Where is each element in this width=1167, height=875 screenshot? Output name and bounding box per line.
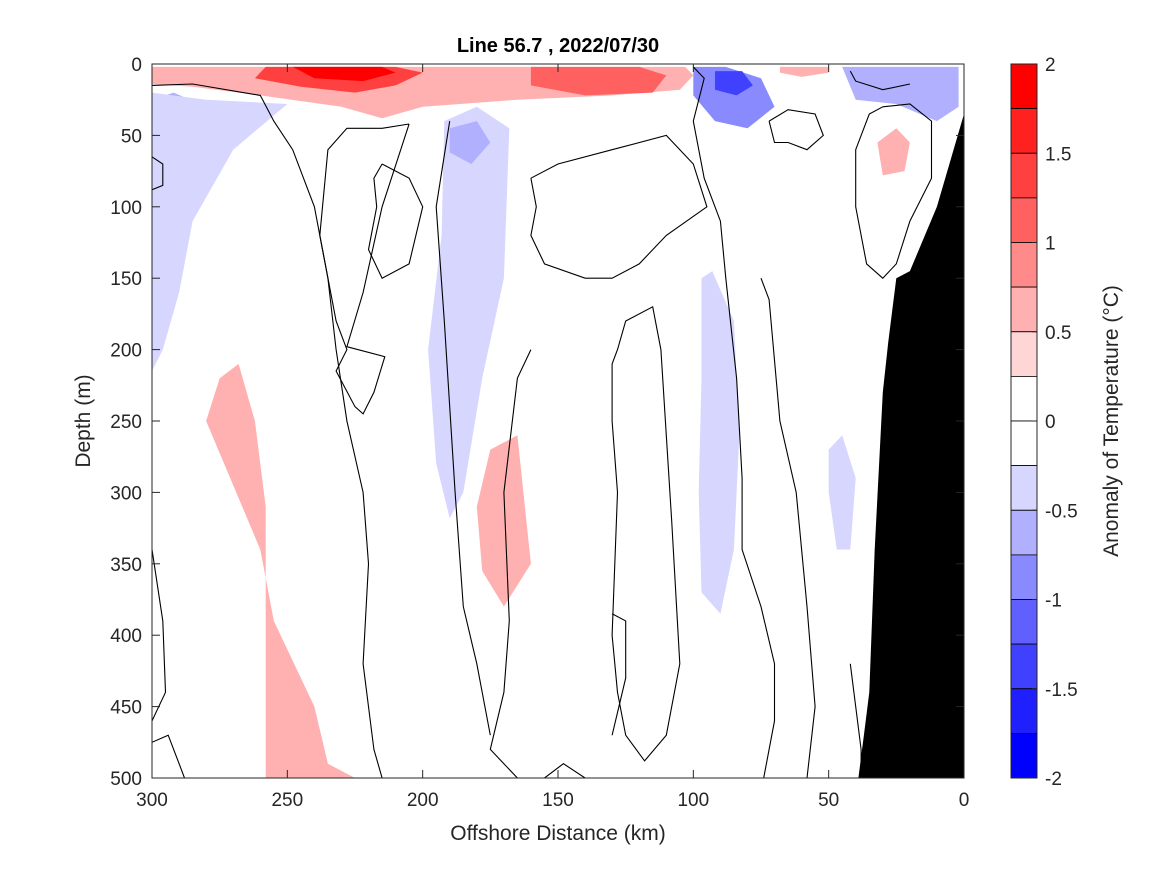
colorbar-tick-label: -1.5	[1045, 680, 1078, 701]
anomaly-region-warm-column-mid	[476, 435, 531, 607]
anomaly-region-warm-column-west	[206, 363, 355, 778]
contour-near-shore-top	[849, 70, 911, 91]
contour-far-east	[692, 66, 776, 778]
colorbar-level	[1010, 465, 1038, 511]
contour-near-shore-lens	[855, 103, 933, 279]
anomaly-region-surface-warm-east	[530, 66, 667, 96]
anomaly-region-east-cold-column	[698, 271, 740, 614]
colorbar-tick-label: -2	[1045, 769, 1062, 790]
colorbar-levels	[1010, 63, 1038, 779]
colorbar-tick-label: -0.5	[1045, 501, 1078, 522]
plot-area: 300 250 200 150 100 50 0 050100150200250300350…	[110, 55, 969, 811]
y-tick-label: 50	[121, 126, 142, 147]
colorbar-level	[1010, 286, 1038, 333]
colorbar-tick-label: 0	[1045, 412, 1056, 433]
colorbar-tick-label: -1	[1045, 591, 1062, 612]
colorbar-tick-label: 1	[1045, 234, 1056, 255]
y-tick-label: 100	[110, 198, 142, 219]
anomaly-region-near-shore-cold-surface	[842, 66, 959, 122]
x-tick-label: 150	[542, 790, 574, 811]
contour-west-corner	[152, 734, 186, 778]
anomaly-region-near-shore-warm-lens	[877, 128, 910, 176]
contour-mid-column-b	[489, 349, 532, 778]
contour-west-edge	[152, 156, 164, 191]
contour-center	[544, 763, 586, 778]
x-tick-label: 250	[271, 790, 303, 811]
y-tick-label: 200	[110, 341, 142, 362]
anomaly-region-west-cold-tail	[152, 92, 288, 371]
colorbar-tick-label: 1.5	[1045, 144, 1071, 165]
y-tick-label: 0	[131, 55, 142, 76]
x-tick-label: 50	[818, 790, 839, 811]
colorbar-level	[1010, 242, 1038, 288]
anomaly-region-near-shore-warm-patch	[779, 66, 829, 77]
anomaly-layer	[152, 66, 959, 778]
y-axis-label: Depth (m)	[72, 374, 95, 467]
x-tick-label: 200	[407, 790, 439, 811]
colorbar-level	[1010, 375, 1038, 422]
y-tick-label: 250	[110, 412, 142, 433]
contour-east-narrow	[611, 613, 627, 736]
colorbar-level	[1010, 63, 1038, 109]
y-tick-label: 500	[110, 769, 142, 790]
colorbar-level	[1010, 509, 1038, 556]
chart-title: Line 56.7 , 2022/07/30	[457, 35, 659, 57]
bottom-topography	[858, 64, 964, 778]
colorbar-level	[1010, 733, 1038, 779]
colorbar-level	[1010, 331, 1038, 377]
y-tick-label: 300	[110, 483, 142, 504]
contour-near-shore-loop	[768, 109, 824, 151]
x-tick-label: 0	[959, 790, 970, 811]
anomaly-region-east-cold-core	[715, 71, 753, 96]
colorbar-level	[1010, 688, 1038, 734]
x-axis-label: Offshore Distance (km)	[450, 822, 666, 845]
x-tick-label: 100	[677, 790, 709, 811]
contour-far-east-b	[760, 278, 816, 778]
colorbar-level	[1010, 152, 1038, 199]
anomaly-region-surface-warm-peak	[292, 66, 396, 82]
colorbar-tick-label: 2	[1045, 55, 1056, 76]
contour-mid-inner	[367, 163, 424, 279]
colorbar-label: Anomaly of Temperature (°C)	[1100, 285, 1123, 557]
zero-contour-layer	[152, 66, 933, 778]
y-tick-label: 400	[110, 626, 142, 647]
colorbar-level	[1010, 197, 1038, 243]
y-axis-ticks: 0 50 100 150 200 250 300 350 400 450 500	[110, 55, 964, 790]
colorbar: 2 1.5 1 0.5 0 -0.5 -1 -1.5 -2	[1010, 55, 1078, 790]
x-tick-label: 300	[136, 790, 168, 811]
colorbar-ticks: 2 1.5 1 0.5 0 -0.5 -1 -1.5 -2	[1032, 55, 1078, 790]
colorbar-level	[1010, 108, 1038, 154]
anomaly-region-mid-cold-core	[449, 121, 491, 164]
anomaly-region-offshore-cold-patch	[828, 435, 856, 550]
colorbar-level	[1010, 599, 1038, 645]
contour-mid-column	[435, 121, 491, 736]
y-tick-label: 350	[110, 555, 142, 576]
anomaly-region-east-cold-lens	[693, 66, 775, 129]
y-tick-label: 150	[110, 269, 142, 290]
contour-east-loop	[530, 134, 708, 279]
x-axis-ticks: 300 250 200 150 100 50 0	[136, 64, 969, 811]
colorbar-level	[1010, 554, 1038, 600]
y-tick-label: 450	[110, 698, 142, 719]
colorbar-level	[1010, 420, 1038, 466]
anomaly-region-mid-cold-column	[428, 106, 510, 519]
contour-surface-west	[152, 83, 383, 778]
contour-east-column	[611, 305, 681, 762]
contour-mid-loop	[319, 123, 410, 415]
colorbar-tick-label: 0.5	[1045, 323, 1071, 344]
colorbar-level	[1010, 643, 1038, 690]
bottom-mask-layer	[858, 64, 964, 778]
